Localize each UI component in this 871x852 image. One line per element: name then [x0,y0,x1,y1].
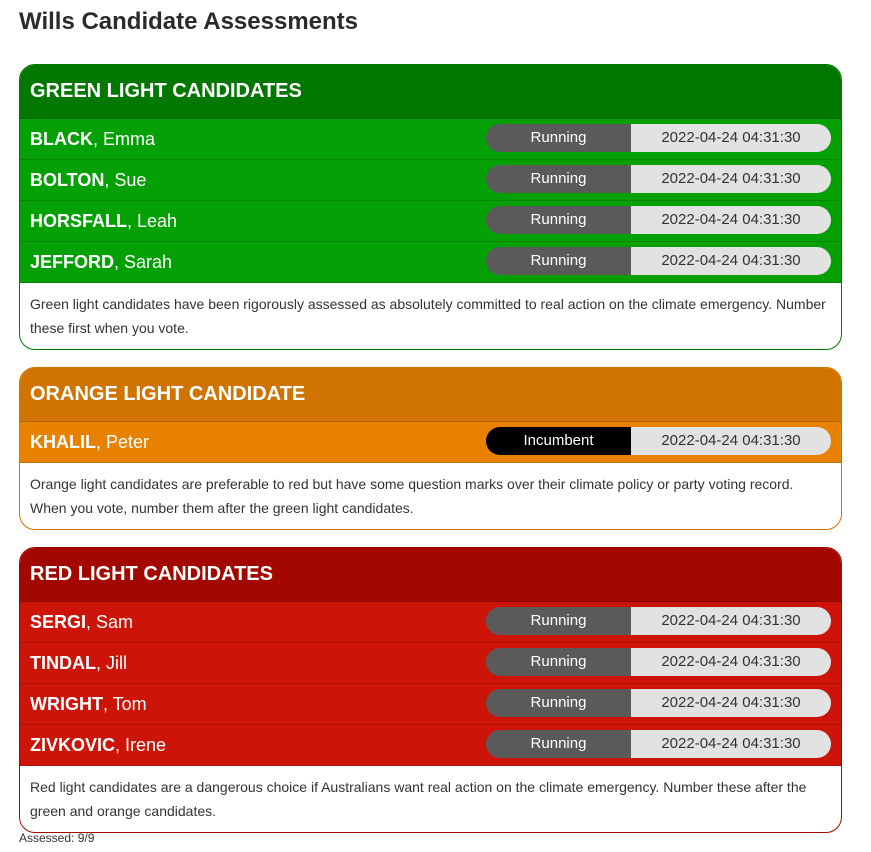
timestamp: 2022-04-24 04:31:30 [631,607,831,635]
candidate-surname: TINDAL [30,653,96,673]
candidate-given-name: , Sam [86,612,134,632]
timestamp: 2022-04-24 04:31:30 [631,427,831,455]
timestamp: 2022-04-24 04:31:30 [631,247,831,275]
candidate-row[interactable]: BLACK, Emma Running 2022-04-24 04:31:30 [20,119,841,160]
status-badge: Running [486,206,631,234]
status-pill: Running 2022-04-24 04:31:30 [486,165,831,193]
candidate-given-name: , Peter [96,432,150,452]
candidate-surname: SERGI [30,612,87,632]
group-heading: GREEN LIGHT CANDIDATES [20,65,841,119]
candidate-row[interactable]: WRIGHT, Tom Running 2022-04-24 04:31:30 [20,684,841,725]
timestamp: 2022-04-24 04:31:30 [631,730,831,758]
timestamp: 2022-04-24 04:31:30 [631,165,831,193]
candidate-surname: WRIGHT [30,694,103,714]
timestamp: 2022-04-24 04:31:30 [631,206,831,234]
candidate-surname: KHALIL [30,432,96,452]
group-description: Orange light candidates are preferable t… [30,476,794,516]
candidate-row[interactable]: KHALIL, Peter Incumbent 2022-04-24 04:31… [20,422,841,463]
candidate-surname: ZIVKOVIC [30,735,116,755]
candidate-given-name: , Leah [127,211,178,231]
status-badge: Incumbent [486,427,631,455]
candidate-row[interactable]: JEFFORD, Sarah Running 2022-04-24 04:31:… [20,242,841,283]
timestamp: 2022-04-24 04:31:30 [631,124,831,152]
candidate-row[interactable]: TINDAL, Jill Running 2022-04-24 04:31:30 [20,643,841,684]
candidate-surname: HORSFALL [30,211,127,231]
status-pill: Running 2022-04-24 04:31:30 [486,247,831,275]
status-badge: Running [486,165,631,193]
status-pill: Running 2022-04-24 04:31:30 [486,206,831,234]
group-heading: RED LIGHT CANDIDATES [20,548,841,602]
assessed-count: Assessed: 9/9 [19,831,95,845]
candidate-row[interactable]: ZIVKOVIC, Irene Running 2022-04-24 04:31… [20,725,841,766]
candidate-row[interactable]: HORSFALL, Leah Running 2022-04-24 04:31:… [20,201,841,242]
status-badge: Running [486,247,631,275]
status-pill: Running 2022-04-24 04:31:30 [486,124,831,152]
group-description: Red light candidates are a dangerous cho… [30,779,807,819]
status-badge: Running [486,648,631,676]
status-badge: Running [486,689,631,717]
candidate-row[interactable]: SERGI, Sam Running 2022-04-24 04:31:30 [20,602,841,643]
status-badge: Running [486,607,631,635]
candidate-given-name: , Sarah [114,252,173,272]
candidate-surname: JEFFORD [30,252,115,272]
timestamp: 2022-04-24 04:31:30 [631,648,831,676]
status-pill: Incumbent 2022-04-24 04:31:30 [486,427,831,455]
page-title: Wills Candidate Assessments [19,8,359,35]
timestamp: 2022-04-24 04:31:30 [631,689,831,717]
status-pill: Running 2022-04-24 04:31:30 [486,730,831,758]
status-pill: Running 2022-04-24 04:31:30 [486,689,831,717]
red-candidates-card: RED LIGHT CANDIDATES SERGI, Sam Running … [19,547,842,833]
green-candidates-card: GREEN LIGHT CANDIDATES BLACK, Emma Runni… [19,64,842,350]
orange-candidates-card: ORANGE LIGHT CANDIDATE KHALIL, Peter Inc… [19,367,842,530]
candidate-given-name: , Jill [96,653,127,673]
candidate-given-name: , Emma [93,129,156,149]
status-pill: Running 2022-04-24 04:31:30 [486,607,831,635]
candidate-surname: BLACK [30,129,93,149]
candidate-given-name: , Sue [104,170,147,190]
candidate-surname: BOLTON [30,170,105,190]
status-badge: Running [486,730,631,758]
candidate-given-name: , Irene [115,735,167,755]
status-pill: Running 2022-04-24 04:31:30 [486,648,831,676]
group-heading: ORANGE LIGHT CANDIDATE [20,368,841,422]
group-description: Green light candidates have been rigorou… [30,296,826,336]
status-badge: Running [486,124,631,152]
candidate-given-name: , Tom [102,694,147,714]
candidate-row[interactable]: BOLTON, Sue Running 2022-04-24 04:31:30 [20,160,841,201]
